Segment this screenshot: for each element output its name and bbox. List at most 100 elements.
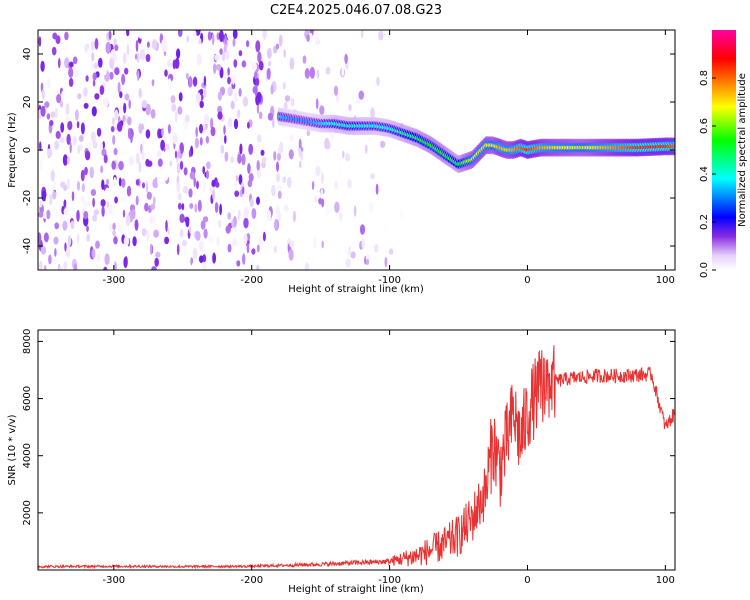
noise-cell bbox=[146, 191, 152, 200]
noise-cell bbox=[256, 91, 262, 103]
noise-cell bbox=[276, 173, 280, 183]
noise-cell bbox=[94, 38, 99, 50]
noise-cell bbox=[55, 130, 61, 140]
noise-cell bbox=[150, 203, 156, 211]
noise-cell bbox=[247, 121, 250, 129]
noise-cell bbox=[81, 183, 85, 193]
noise-cell bbox=[195, 231, 201, 241]
noise-cell bbox=[47, 148, 53, 158]
noise-cell bbox=[121, 73, 126, 86]
noise-cell bbox=[145, 54, 151, 62]
noise-cell bbox=[135, 195, 139, 206]
noise-cell bbox=[83, 200, 89, 208]
noise-cell bbox=[66, 133, 71, 145]
noise-cell bbox=[40, 245, 47, 255]
noise-cell bbox=[78, 135, 84, 142]
noise-cell bbox=[186, 35, 190, 43]
noise-cell bbox=[313, 237, 317, 249]
noise-cell bbox=[134, 219, 139, 231]
noise-cell bbox=[93, 62, 99, 69]
noise-cell bbox=[374, 243, 379, 253]
noise-cell bbox=[216, 32, 220, 40]
noise-cell bbox=[46, 113, 51, 120]
noise-cell bbox=[195, 126, 198, 138]
noise-cell bbox=[84, 166, 88, 176]
noise-cell bbox=[199, 137, 203, 146]
noise-cell bbox=[95, 240, 100, 249]
noise-cell bbox=[219, 48, 223, 55]
noise-cell bbox=[230, 209, 236, 216]
noise-cell bbox=[48, 194, 53, 205]
noise-cell bbox=[199, 88, 204, 96]
noise-cell bbox=[320, 188, 324, 196]
noise-cell bbox=[177, 202, 182, 210]
noise-cell bbox=[124, 67, 129, 75]
noise-cell bbox=[85, 75, 89, 82]
noise-cell bbox=[179, 160, 184, 170]
noise-cell bbox=[156, 150, 162, 157]
noise-cell bbox=[227, 212, 232, 220]
noise-cell bbox=[185, 218, 190, 228]
noise-cell bbox=[142, 182, 145, 189]
noise-cell bbox=[43, 232, 49, 243]
noise-cell bbox=[165, 220, 168, 232]
noise-cell bbox=[400, 211, 403, 218]
noise-cell bbox=[103, 68, 107, 76]
noise-cell bbox=[282, 176, 287, 184]
noise-cell bbox=[380, 140, 386, 148]
noise-cell bbox=[205, 136, 210, 144]
noise-cell bbox=[234, 225, 237, 233]
noise-cell bbox=[345, 258, 351, 268]
noise-cell bbox=[118, 225, 122, 234]
noise-cell bbox=[68, 77, 74, 87]
noise-cell bbox=[103, 154, 108, 164]
noise-cell bbox=[232, 30, 238, 39]
noise-cell bbox=[225, 225, 231, 234]
noise-cell bbox=[176, 243, 180, 256]
noise-cell bbox=[138, 161, 142, 173]
noise-cell bbox=[238, 88, 242, 97]
noise-cell bbox=[63, 207, 69, 216]
noise-cell bbox=[237, 209, 241, 221]
noise-cell bbox=[86, 233, 91, 242]
noise-cell bbox=[338, 164, 343, 177]
noise-cell bbox=[51, 46, 57, 56]
bottom-y-tick-label: 4000 bbox=[22, 443, 33, 468]
noise-cell bbox=[177, 30, 183, 38]
noise-cell bbox=[149, 243, 153, 255]
noise-cell bbox=[108, 30, 112, 40]
colorbar-tick-label: 0.2 bbox=[699, 214, 710, 230]
noise-cell bbox=[143, 116, 147, 129]
noise-cell bbox=[90, 60, 94, 72]
noise-cell bbox=[108, 223, 113, 232]
noise-cell bbox=[231, 219, 235, 228]
noise-cell bbox=[126, 44, 130, 56]
noise-cell bbox=[306, 130, 310, 137]
noise-cell bbox=[235, 175, 239, 182]
noise-cell bbox=[171, 103, 176, 112]
noise-cell bbox=[157, 158, 163, 167]
noise-cell bbox=[43, 264, 47, 270]
noise-cell bbox=[284, 95, 291, 102]
noise-cell bbox=[254, 71, 258, 79]
noise-cell bbox=[318, 197, 323, 205]
noise-cell bbox=[237, 153, 242, 164]
noise-cell bbox=[163, 171, 169, 182]
noise-cell bbox=[175, 111, 178, 123]
noise-cell bbox=[177, 193, 182, 201]
noise-cell bbox=[125, 214, 131, 227]
noise-cell bbox=[272, 118, 275, 128]
noise-cell bbox=[266, 210, 272, 221]
noise-cell bbox=[96, 127, 102, 137]
noise-cell bbox=[312, 257, 316, 264]
noise-cell bbox=[167, 78, 172, 90]
noise-cell bbox=[124, 256, 128, 268]
noise-cell bbox=[254, 84, 258, 97]
noise-cell bbox=[232, 38, 236, 47]
noise-cell bbox=[66, 178, 70, 190]
noise-cell bbox=[227, 130, 232, 142]
noise-cell bbox=[100, 142, 103, 150]
noise-cell bbox=[91, 248, 96, 259]
noise-cell bbox=[102, 141, 105, 149]
bottom-x-tick-label: -200 bbox=[240, 575, 263, 586]
